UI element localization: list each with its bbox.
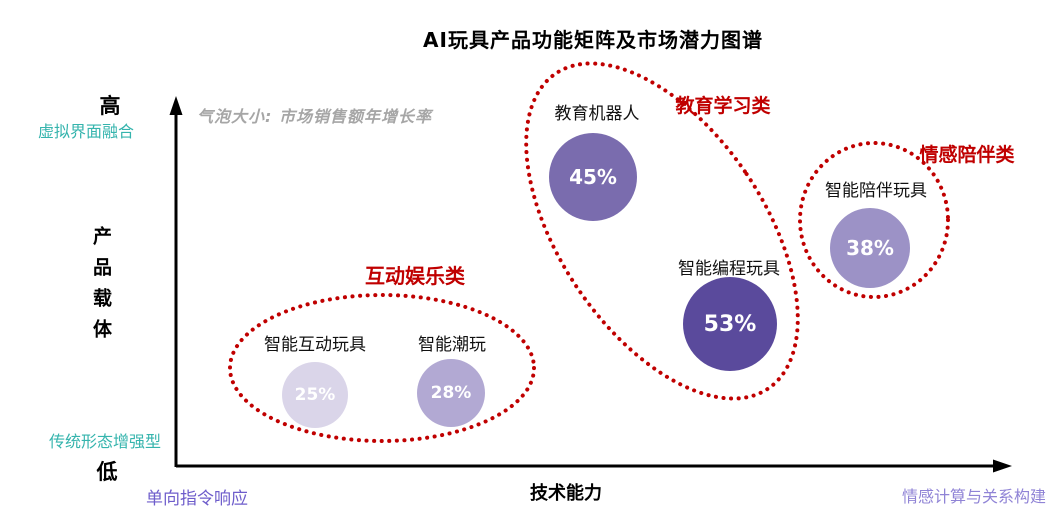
bubble-education-robot: 45% [549, 133, 637, 221]
x-axis-title: 技术能力 [530, 483, 602, 504]
bubble-label-education-robot: 教育机器人 [554, 104, 640, 124]
x-axis [176, 459, 1012, 473]
bubble-value: 25% [294, 385, 336, 405]
bubble-label-trendy-toy: 智能潮玩 [418, 335, 486, 355]
y-axis-title: 产品载体 [90, 226, 112, 350]
bubble-size-note: 气泡大小: 市场销售额年增长率 [197, 107, 432, 126]
group-outline-education [524, 61, 800, 401]
y-axis-bottom-caption: 传统形态增强型 [48, 432, 161, 451]
bubble-value: 38% [846, 236, 894, 260]
bubble-value: 53% [703, 311, 757, 337]
bubble-interactive-toy: 25% [282, 362, 348, 428]
bubble-label-interactive-toy: 智能互动玩具 [264, 335, 366, 355]
y-axis [169, 96, 183, 467]
group-label-education: 教育学习类 [675, 95, 771, 117]
x-axis-left-caption: 单向指令响应 [146, 489, 248, 509]
group-label-entertainment: 互动娱乐类 [365, 264, 465, 288]
bubble-label-companion-toy: 智能陪伴玩具 [825, 181, 927, 201]
bubble-companion-toy: 38% [830, 208, 910, 288]
y-axis-arrow-icon [169, 96, 183, 115]
y-axis-high-label: 高 [99, 94, 121, 118]
bubble-value: 45% [569, 165, 617, 189]
group-outlines [228, 61, 950, 443]
bubble-label-programming-toy: 智能编程玩具 [678, 259, 780, 279]
group-outline-companion [798, 141, 950, 299]
bubble-programming-toy: 53% [683, 277, 777, 371]
group-label-companion: 情感陪伴类 [919, 144, 1015, 166]
group-outline-entertainment [228, 293, 536, 443]
bubble-value: 28% [430, 383, 472, 403]
chart-title: AI玩具产品功能矩阵及市场潜力图谱 [423, 28, 763, 52]
y-axis-top-caption: 虚拟界面融合 [37, 122, 134, 141]
y-axis-low-label: 低 [96, 460, 118, 484]
x-axis-right-caption: 情感计算与关系构建 [901, 487, 1046, 506]
bubble-trendy-toy: 28% [417, 359, 485, 427]
x-axis-arrow-icon [993, 459, 1012, 473]
